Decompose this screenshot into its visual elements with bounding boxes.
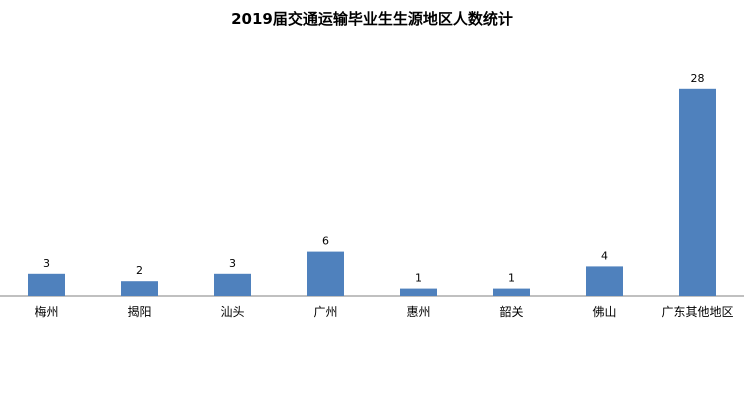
x-tick-label-3: 广州: [313, 305, 337, 319]
data-label-3: 6: [322, 235, 329, 248]
x-tick-label-4: 惠州: [406, 305, 430, 319]
x-tick-label-7: 广东其他地区: [661, 305, 733, 319]
data-label-7: 28: [691, 72, 705, 85]
x-tick-label-1: 揭阳: [127, 304, 151, 319]
bar-0: [28, 273, 65, 296]
data-label-4: 1: [415, 272, 422, 285]
data-label-1: 2: [136, 264, 143, 277]
bar-2: [214, 273, 251, 296]
bar-5: [493, 288, 530, 296]
bar-7: [679, 88, 716, 296]
data-label-2: 3: [229, 257, 236, 270]
x-tick-label-2: 汕头: [220, 305, 244, 319]
bar-6: [586, 266, 623, 296]
bar-3: [307, 251, 344, 296]
x-tick-label-5: 韶关: [499, 304, 523, 319]
data-label-5: 1: [508, 272, 515, 285]
bar-1: [121, 281, 158, 296]
chart-title: 2019届交通运输毕业生生源地区人数统计: [231, 10, 513, 28]
x-tick-label-0: 梅州: [34, 304, 58, 319]
bar-4: [400, 288, 437, 296]
data-label-6: 4: [601, 249, 608, 262]
x-tick-label-6: 佛山: [592, 305, 616, 319]
data-label-0: 3: [43, 257, 50, 270]
